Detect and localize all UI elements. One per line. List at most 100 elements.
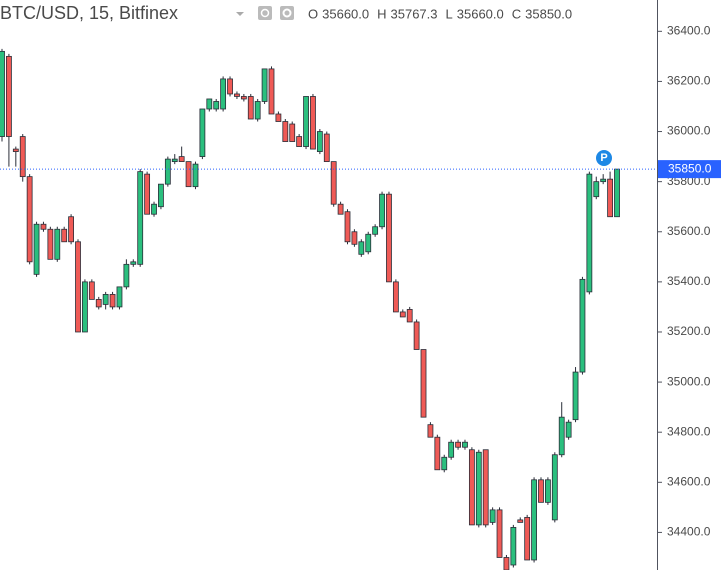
candle-body [95,299,102,308]
candle-body [199,108,206,157]
candle-body [558,416,565,456]
ohlc-value: 35660.0 [457,6,504,21]
candle-body [600,178,607,183]
candle-body [614,168,620,218]
candle-body [289,123,296,142]
candle-body [68,216,75,243]
candle-body [392,281,399,313]
legend-header: BTC/USD, 15, Bitfinex O 35660.0 H 35767.3 L 3… [0,3,572,23]
candle-body [227,78,233,95]
candle-body [399,311,406,318]
y-tick-label: 36200.0 [667,74,711,88]
candle-body [75,241,81,333]
candle-body [109,293,116,308]
candle-body [144,173,151,215]
candle-body [565,421,572,438]
candle-body [406,309,413,323]
candle-body [379,193,385,228]
candle-body [330,161,337,205]
candle-body [586,173,593,293]
dropdown-arrow[interactable] [236,12,244,16]
candle-body [151,203,157,215]
candle-body [544,479,551,503]
candle-body [303,96,309,147]
y-tick-label: 34600.0 [667,474,711,488]
candle-body [344,211,351,243]
candle-body [386,193,392,283]
candle-body [220,78,227,110]
candle-body [206,98,213,110]
price-label-box [658,160,721,179]
candle-body [593,181,600,198]
y-tick-label: 34400.0 [667,525,711,539]
candle-body [234,93,240,97]
candle-body [524,516,531,561]
candle-body [268,68,275,115]
candle-body [365,233,372,253]
candle-body [351,231,358,245]
candle-body [316,131,323,152]
settings-icon[interactable] [280,6,294,20]
candle-body [12,148,19,152]
candle-body [213,101,220,110]
candle-body [475,451,482,526]
candle-body [192,163,199,188]
gear-glyph [282,8,292,18]
candle-body [0,50,5,137]
candle-body [178,156,185,163]
candle-body [337,203,344,215]
ohlc-label: H [377,6,386,21]
price-label: 35850.0 [668,161,712,175]
candle-body [372,226,379,235]
y-tick-label: 36000.0 [667,124,711,138]
candle-body [427,424,434,438]
candle-body [420,349,427,418]
price-axis: 34400.0 34600.0 34800.0 35000.0 35200.0 35400… [657,23,721,539]
visibility-icon[interactable] [258,6,272,20]
candle-body [54,228,61,260]
symbol-title[interactable]: BTC/USD, 15, Bitfinex [0,3,178,23]
candle-body [323,133,330,163]
position-marker [596,150,612,166]
candle-body [130,261,137,265]
candle-body [551,454,558,521]
candle-body [19,136,26,178]
candle-body [496,509,503,558]
candle-body [33,223,40,275]
plot-area: P [0,48,657,570]
candle-body [455,441,461,448]
candle-body [310,96,316,150]
candle-body [538,479,544,503]
candle-body [434,436,441,471]
candle-body [164,158,171,185]
candle-body [261,68,268,102]
candle-body [61,228,68,243]
y-tick-label: 35200.0 [667,324,711,338]
candle-body [26,176,33,263]
ohlc-value: 35767.3 [391,6,438,21]
candle-body [413,321,420,350]
y-tick-label: 36400.0 [667,23,711,37]
candle-body [607,178,613,218]
candle-body [158,183,164,208]
candle-body [572,371,579,421]
position-marker-glyph: P [600,152,607,164]
candle-body [296,136,303,147]
candle-body [579,278,586,373]
candle-body [102,293,109,305]
candle-body [510,527,517,566]
candle-body [358,241,365,255]
candle-body [441,456,448,471]
candle-body [489,509,496,523]
y-tick-label: 35400.0 [667,274,711,288]
candle-body [40,223,47,230]
ohlc-value: 35660.0 [322,6,369,21]
ohlc-label: L [446,6,453,21]
eye-glyph [260,8,270,18]
candle-body [6,55,12,137]
candle-body [137,171,144,265]
candle-body [254,101,261,120]
